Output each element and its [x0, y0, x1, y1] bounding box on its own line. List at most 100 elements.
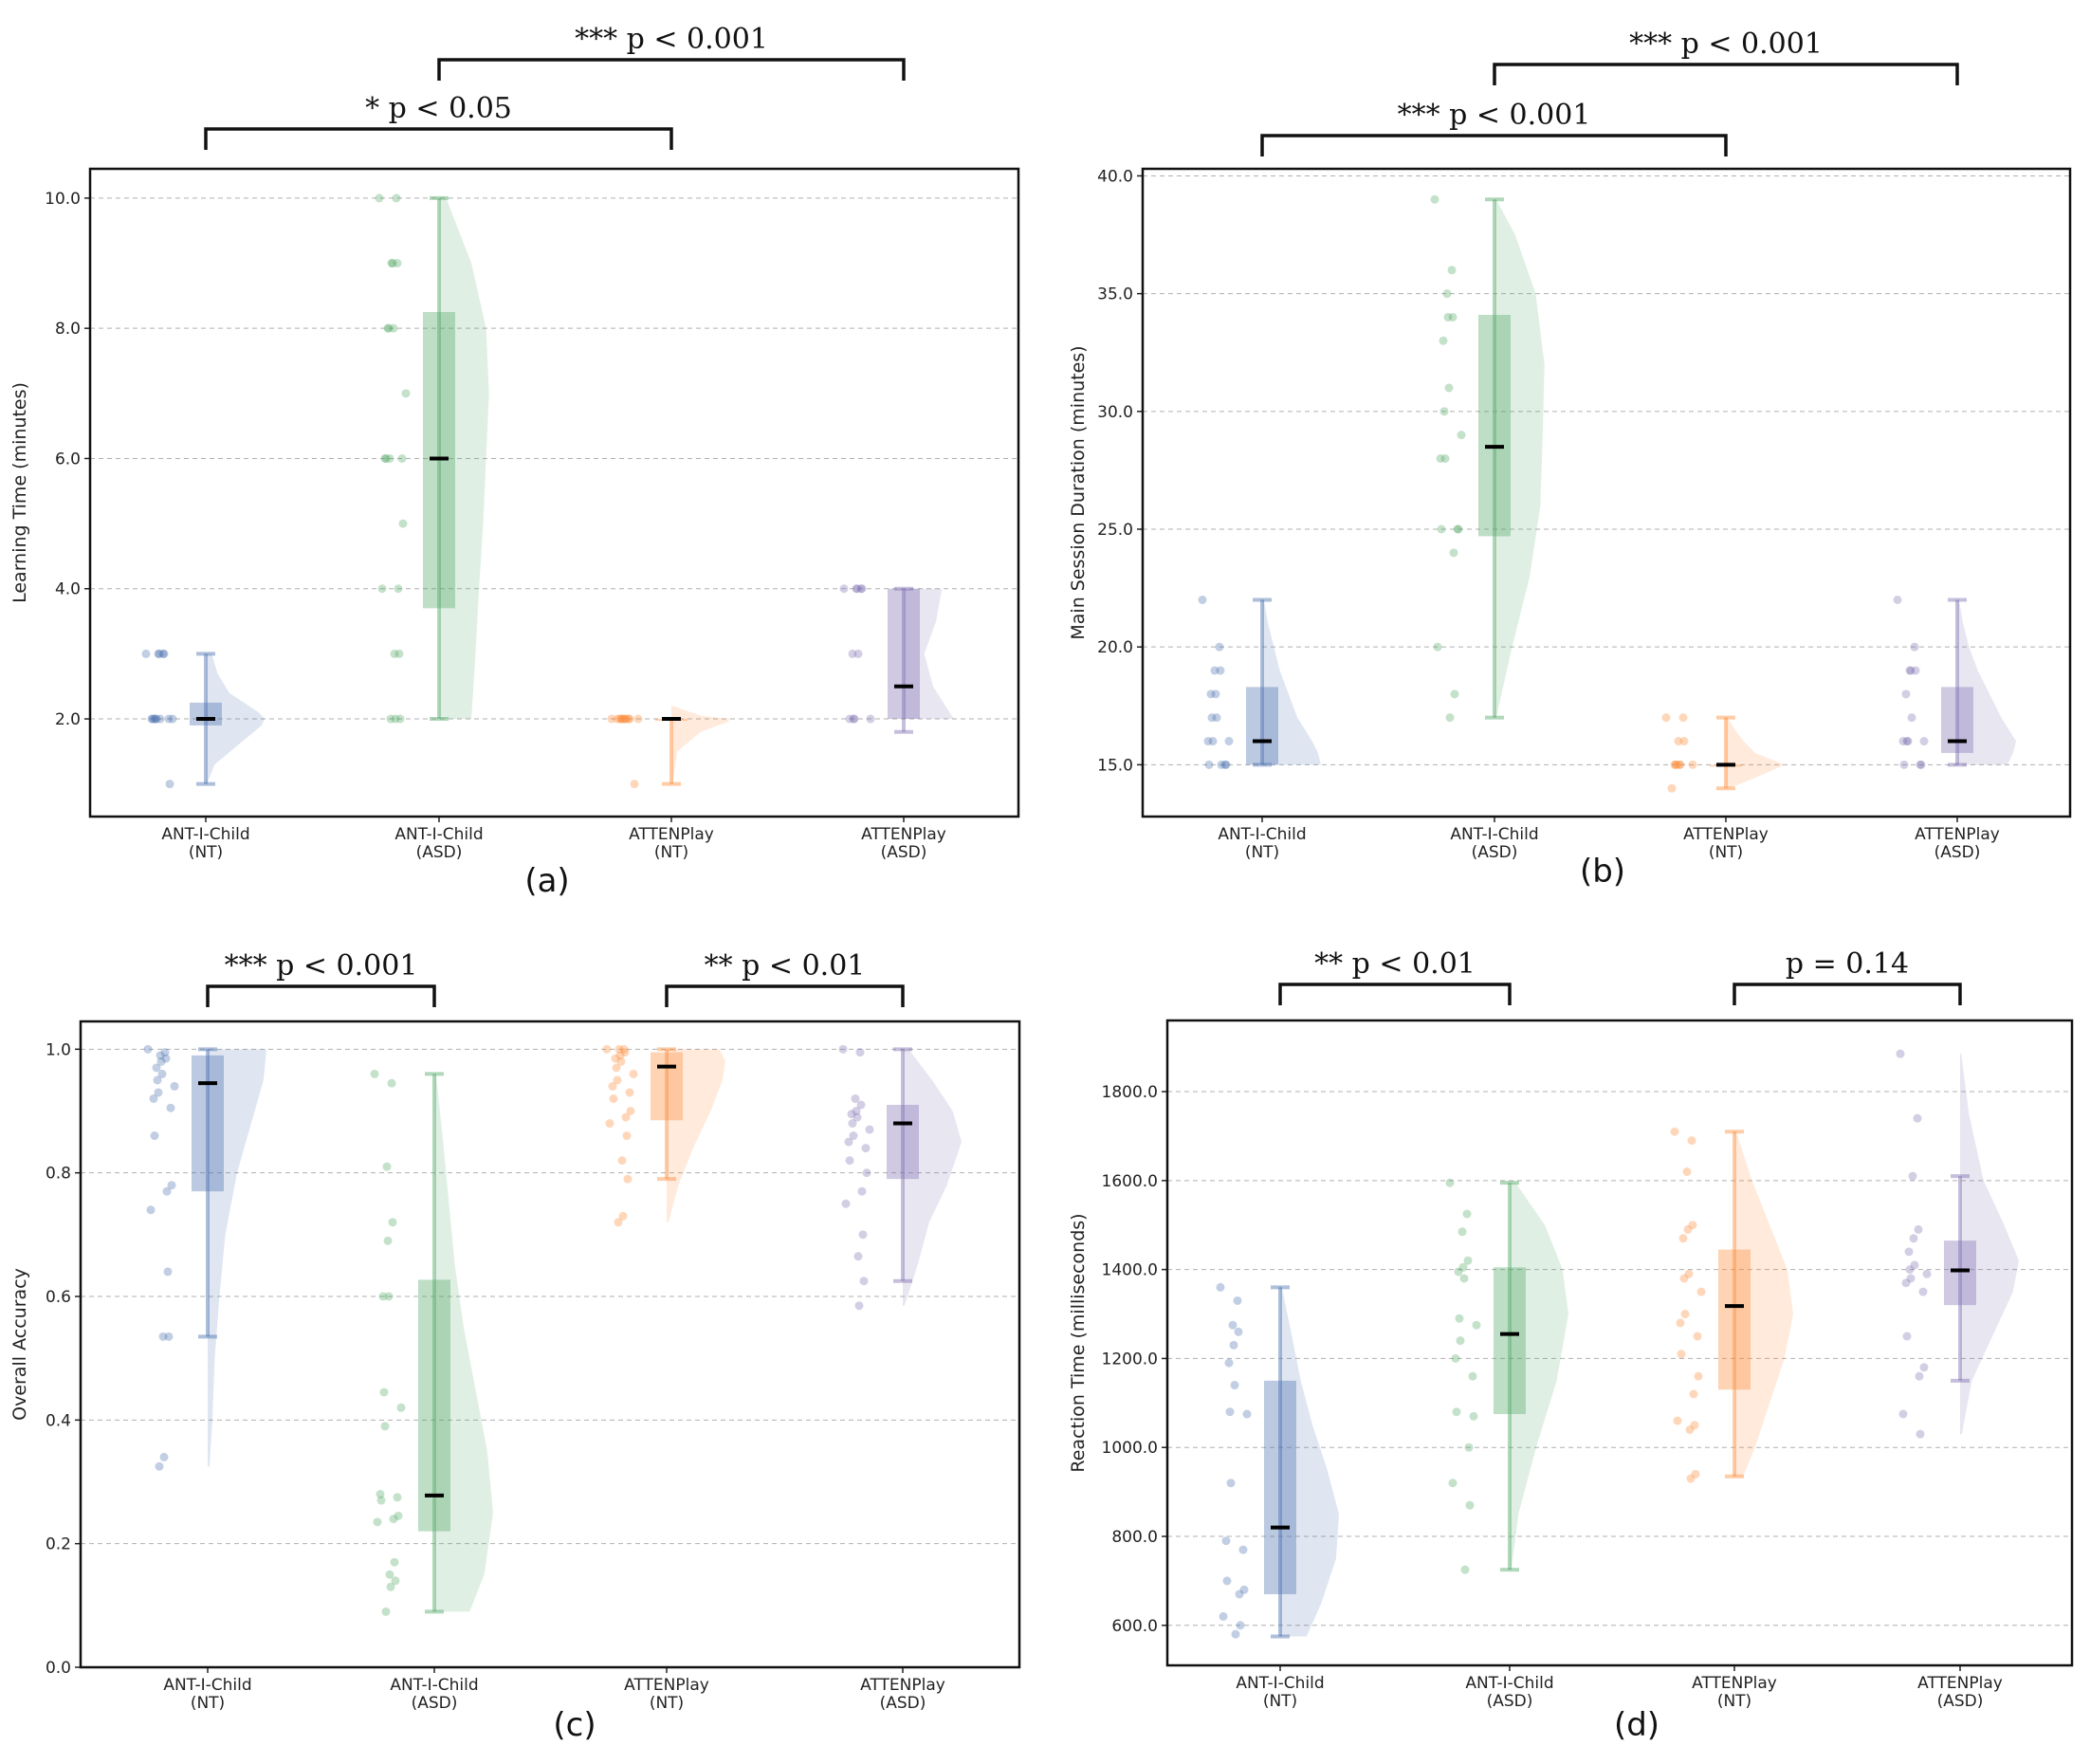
data-point	[852, 1112, 862, 1122]
data-point	[1903, 737, 1913, 746]
data-point	[1918, 1287, 1928, 1296]
iqr-box	[190, 702, 222, 726]
y-axis-label: Learning Time (minutes)	[9, 382, 30, 603]
data-point	[1215, 642, 1224, 652]
data-point	[1902, 737, 1912, 746]
data-point	[1670, 1127, 1679, 1136]
y-tick-label: 1200.0	[1102, 1350, 1158, 1369]
data-point	[379, 1387, 389, 1397]
data-point	[609, 1093, 618, 1103]
data-point	[1688, 760, 1697, 769]
data-point	[393, 259, 402, 268]
data-point	[1452, 1407, 1461, 1417]
data-point	[163, 1267, 173, 1277]
significance-bracket: ** p < 0.01	[1278, 947, 1512, 1005]
data-point	[1676, 760, 1685, 769]
data-point	[387, 259, 396, 268]
data-point	[157, 1069, 167, 1078]
data-point	[398, 519, 408, 528]
data-point	[146, 1205, 156, 1215]
data-point	[1198, 596, 1207, 605]
data-point	[611, 1054, 620, 1063]
violin	[1494, 199, 1545, 718]
data-point	[633, 714, 643, 724]
data-point	[375, 193, 384, 203]
violin	[667, 1049, 725, 1222]
data-point	[1433, 642, 1442, 652]
data-point	[1464, 1442, 1474, 1452]
data-point	[1908, 1171, 1917, 1181]
data-point	[384, 1292, 394, 1301]
data-point	[1688, 1221, 1697, 1230]
data-point	[613, 714, 622, 724]
data-point	[1916, 1429, 1925, 1439]
data-point	[1469, 1411, 1478, 1421]
data-point	[1922, 1269, 1932, 1278]
data-point	[1909, 1234, 1918, 1243]
data-point	[620, 1048, 630, 1057]
data-point	[391, 714, 400, 724]
data-point	[1679, 737, 1689, 746]
data-point	[1217, 760, 1226, 769]
y-tick-label: 2.0	[55, 710, 81, 729]
significance-bracket: p = 0.14	[1732, 947, 1962, 1005]
data-point	[1229, 1340, 1238, 1350]
series-2	[602, 1044, 725, 1227]
data-point	[1454, 1267, 1463, 1277]
violin	[1734, 1131, 1793, 1477]
series-0	[143, 1044, 266, 1471]
y-tick-label: 0.4	[46, 1411, 71, 1430]
x-tick-label: ANT-I-Child	[390, 1676, 478, 1695]
data-point	[1450, 689, 1459, 699]
y-axis-label: Overall Accuracy	[9, 1268, 30, 1421]
data-point	[1682, 1167, 1692, 1176]
data-point	[1916, 760, 1925, 769]
data-point	[1447, 266, 1457, 275]
data-point	[623, 1174, 632, 1184]
x-tick-label: (ASD)	[1934, 843, 1981, 862]
y-tick-label: 20.0	[1097, 638, 1133, 657]
data-point	[1210, 666, 1219, 675]
data-point	[170, 1081, 179, 1091]
data-point	[148, 714, 157, 724]
data-point	[1679, 1274, 1689, 1283]
data-point	[155, 1461, 164, 1471]
x-tick-label: (NT)	[1263, 1692, 1297, 1711]
data-point	[164, 714, 174, 724]
data-point	[156, 714, 165, 724]
data-point	[160, 1048, 170, 1057]
y-tick-label: 40.0	[1097, 167, 1133, 186]
data-point	[393, 1493, 402, 1502]
data-point	[850, 714, 859, 724]
data-point	[1468, 1371, 1477, 1381]
data-point	[616, 1057, 626, 1066]
data-point	[394, 584, 403, 594]
iqr-box	[192, 1055, 224, 1192]
data-point	[844, 1137, 853, 1147]
data-point	[395, 714, 405, 724]
data-point	[387, 1078, 396, 1088]
violin	[208, 1049, 266, 1467]
data-point	[386, 714, 395, 724]
panel-label: (a)	[524, 862, 569, 900]
x-tick-label: (ASD)	[881, 843, 927, 862]
data-point	[1915, 1371, 1924, 1381]
iqr-box	[888, 588, 920, 720]
data-point	[397, 453, 407, 463]
data-point	[1219, 1611, 1228, 1621]
significance-bracket: *** p < 0.001	[1260, 99, 1728, 156]
y-tick-label: 4.0	[55, 580, 81, 599]
data-point	[619, 714, 629, 724]
x-tick-label: (NT)	[1717, 1692, 1751, 1711]
data-point	[853, 1252, 863, 1261]
data-point	[150, 1131, 159, 1141]
data-point	[154, 649, 163, 658]
data-point	[1456, 1336, 1465, 1346]
data-point	[849, 1131, 858, 1141]
data-point	[1673, 1416, 1682, 1425]
series-2	[607, 706, 730, 789]
axes-frame	[1141, 167, 2072, 818]
data-point	[1906, 666, 1916, 675]
data-point	[1242, 1409, 1252, 1419]
iqr-box	[1478, 314, 1511, 537]
